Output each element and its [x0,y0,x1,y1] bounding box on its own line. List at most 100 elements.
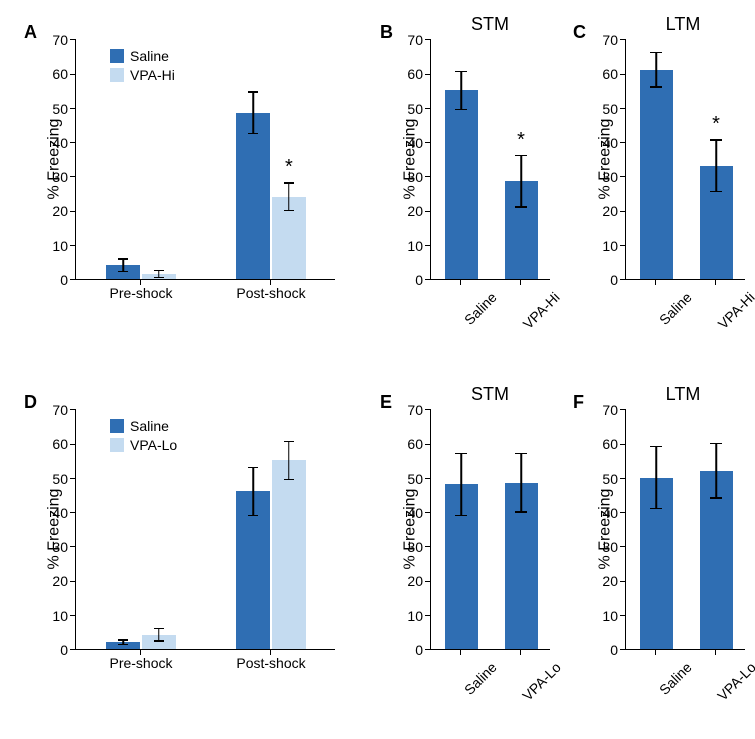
plot-e: 010203040506070SalineVPA-Lo [430,410,550,650]
error-cap [284,479,294,481]
error-cap [515,511,527,513]
y-tick [70,108,76,109]
y-tick [70,444,76,445]
y-tick [70,176,76,177]
y-tick-label: 70 [407,32,423,48]
panel-label-d: D [24,392,37,413]
x-tick [715,649,716,655]
y-tick [620,176,626,177]
panel-label-e: E [380,392,392,413]
bar [272,460,306,649]
y-tick-label: 20 [52,203,68,219]
y-tick [70,279,76,280]
y-tick-label: 0 [60,642,68,658]
plot-b: 010203040506070SalineVPA-Hi* [430,40,550,280]
x-tick [520,649,521,655]
bar [445,484,478,649]
bar [142,635,176,649]
y-tick-label: 20 [602,203,618,219]
figure: A 010203040506070Pre-shockPost-shock* % … [0,0,755,739]
y-tick [620,649,626,650]
y-tick [425,279,431,280]
error-cap [284,210,294,212]
y-tick [425,245,431,246]
y-axis-label-c: % Freezing [596,119,614,200]
y-tick [425,211,431,212]
y-tick-label: 50 [407,101,423,117]
error-cap [248,133,258,135]
y-axis-label-f: % Freezing [596,489,614,570]
x-tick [655,649,656,655]
error-cap [710,139,722,141]
y-tick-label: 70 [602,32,618,48]
bar [445,90,478,279]
x-tick-label: Saline [461,289,500,328]
error-cap [455,515,467,517]
error-cap [515,206,527,208]
y-tick [70,581,76,582]
error-bar [122,259,124,271]
bar [700,166,733,279]
bar [236,113,270,279]
y-tick [620,581,626,582]
x-tick-label: VPA-Lo [519,659,564,704]
bar [700,471,733,649]
y-tick [620,142,626,143]
significance-marker: * [712,113,720,136]
y-tick [425,74,431,75]
legend-label: Saline [130,48,169,64]
legend-item-vpa-lo: VPA-Lo [110,437,177,453]
error-cap [650,86,662,88]
panel-title-f: LTM [648,384,718,405]
significance-marker: * [285,156,293,179]
bar [142,274,176,279]
y-tick-label: 20 [407,203,423,219]
y-tick [425,142,431,143]
error-bar [288,183,290,210]
error-cap [154,628,164,630]
error-cap [154,640,164,642]
error-cap [284,182,294,184]
error-cap [710,497,722,499]
y-tick-label: 0 [610,642,618,658]
y-tick [70,615,76,616]
panel-label-f: F [573,392,584,413]
error-bar [288,442,290,480]
significance-marker: * [517,129,525,152]
y-tick-label: 60 [52,66,68,82]
y-tick [425,108,431,109]
y-tick-label: 70 [52,32,68,48]
error-bar [655,53,657,87]
y-tick-label: 70 [407,402,423,418]
y-axis-label-d: % Freezing [45,489,63,570]
y-tick-label: 60 [407,66,423,82]
x-tick-label: Saline [656,659,695,698]
y-tick [620,546,626,547]
error-cap [248,515,258,517]
y-tick-label: 70 [602,402,618,418]
y-tick-label: 60 [602,436,618,452]
error-bar [655,447,657,509]
y-tick-label: 50 [407,471,423,487]
panel-title-b: STM [455,14,525,35]
y-tick-label: 50 [602,101,618,117]
y-tick-label: 10 [52,608,68,624]
y-tick-label: 0 [610,272,618,288]
error-bar [715,443,717,498]
panel-label-c: C [573,22,586,43]
error-cap [284,441,294,443]
plot-c: 010203040506070SalineVPA-Hi* [625,40,745,280]
y-tick [425,512,431,513]
y-tick-label: 50 [52,101,68,117]
x-tick-label: Pre-shock [109,285,172,301]
x-tick-label: Post-shock [236,655,305,671]
legend-item-saline: Saline [110,48,175,64]
x-tick-label: VPA-Hi [715,289,755,332]
legend-swatch [110,68,124,82]
error-cap [515,155,527,157]
y-tick [70,39,76,40]
x-tick-label: Pre-shock [109,655,172,671]
y-tick [620,245,626,246]
x-tick-label: Saline [461,659,500,698]
legend-d: Saline VPA-Lo [110,418,177,456]
